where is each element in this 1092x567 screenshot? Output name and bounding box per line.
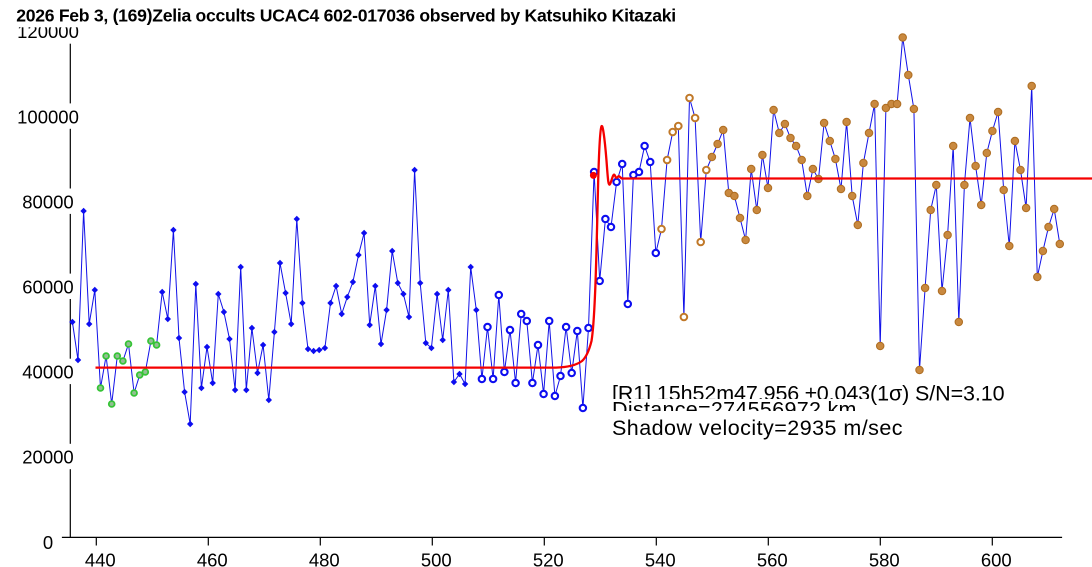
svg-text:600: 600: [981, 550, 1012, 567]
svg-text:80000: 80000: [22, 191, 73, 212]
svg-text:500: 500: [421, 550, 452, 567]
svg-text:Shadow velocity=2935 m/sec: Shadow velocity=2935 m/sec: [612, 416, 903, 440]
svg-text:20000: 20000: [22, 447, 73, 468]
svg-text:560: 560: [757, 550, 788, 567]
svg-text:100000: 100000: [17, 106, 79, 127]
svg-text:520: 520: [533, 550, 564, 567]
svg-text:60000: 60000: [22, 277, 73, 298]
svg-text:580: 580: [869, 550, 900, 567]
svg-text:480: 480: [309, 550, 340, 567]
svg-text:40000: 40000: [22, 362, 73, 383]
svg-text:460: 460: [197, 550, 228, 567]
svg-text:440: 440: [85, 550, 116, 567]
svg-text:0: 0: [43, 532, 53, 553]
svg-text:2026 Feb 3, (169)Zelia occults: 2026 Feb 3, (169)Zelia occults UCAC4 602…: [16, 5, 676, 25]
svg-text:540: 540: [645, 550, 676, 567]
